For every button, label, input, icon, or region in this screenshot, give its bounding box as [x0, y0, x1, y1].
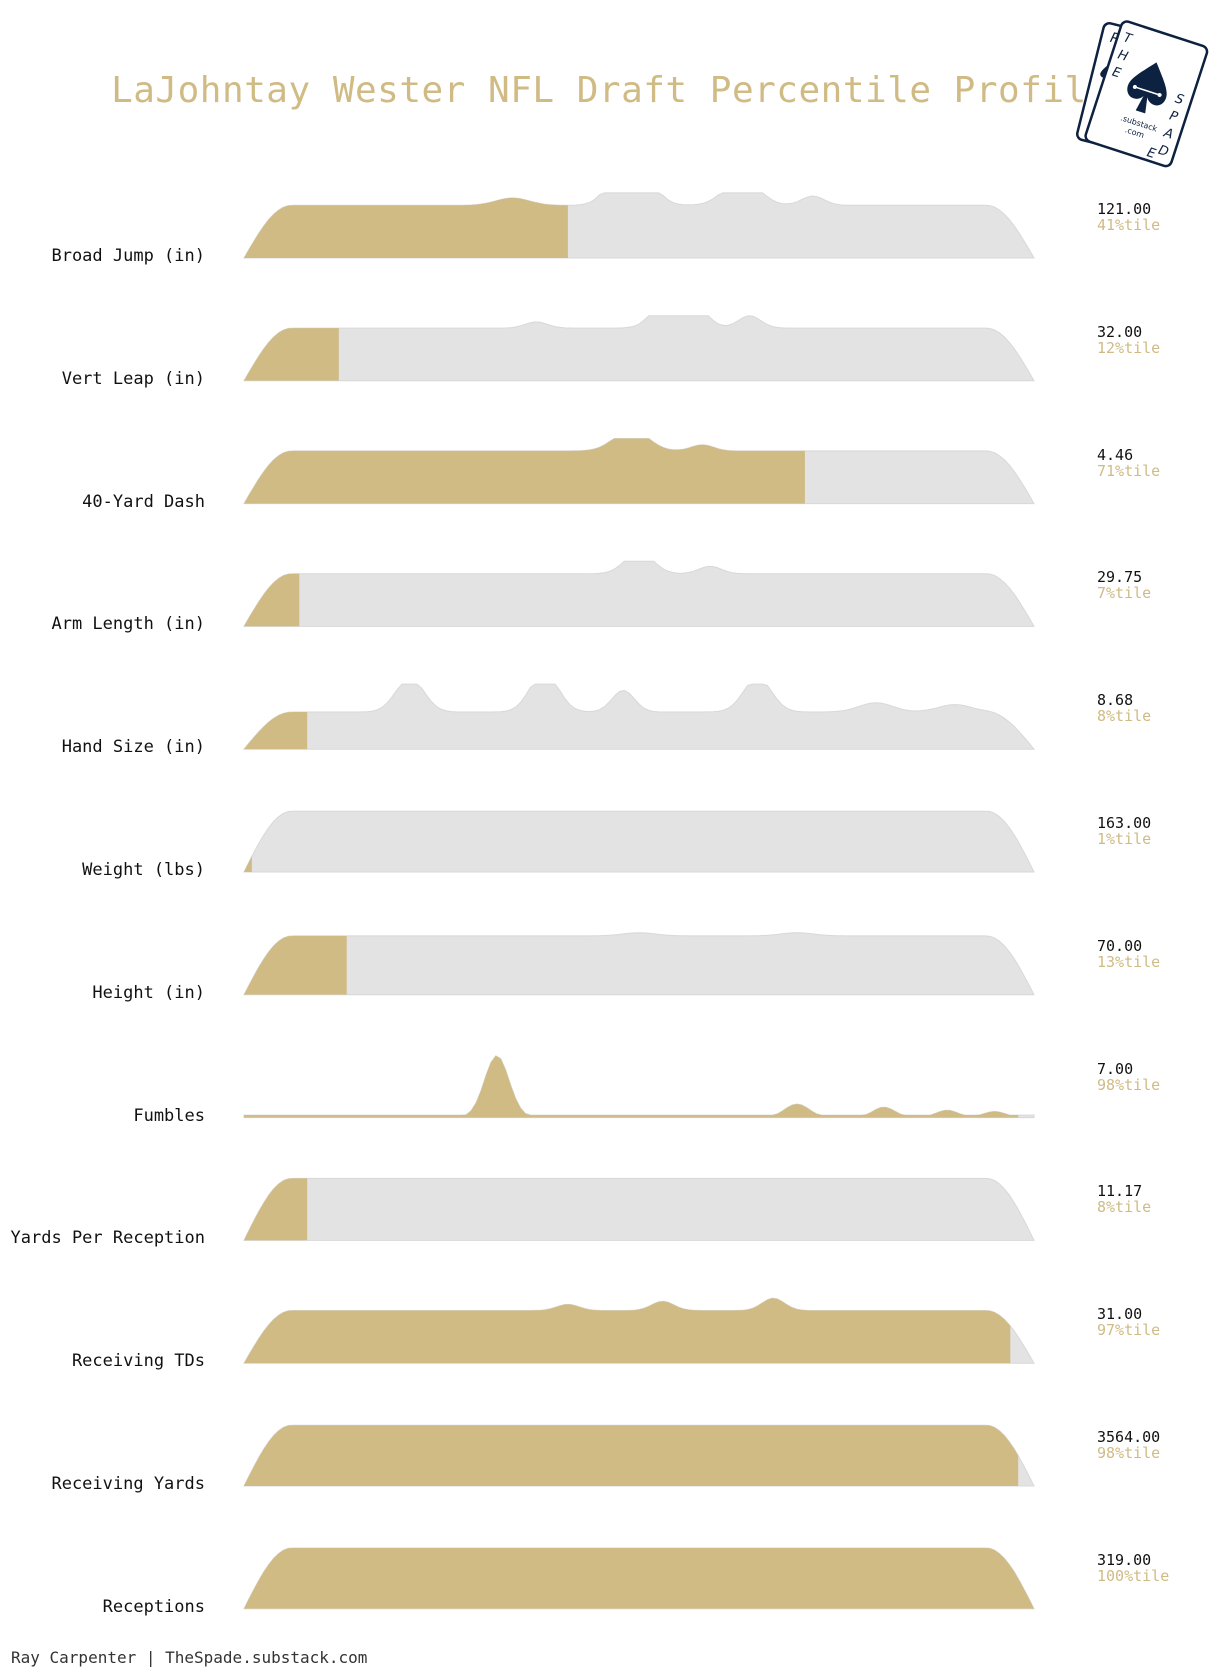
- row-percentile: 98%tile: [1097, 1075, 1161, 1094]
- percentile-highlight: [244, 328, 339, 381]
- row-label: Fumbles: [133, 1105, 205, 1126]
- percentile-highlight: [244, 438, 805, 504]
- percentile-highlight: [244, 1548, 1034, 1609]
- ridge-row: [243, 315, 1035, 382]
- row-value: 32.00: [1097, 322, 1143, 341]
- density-background: [243, 810, 1035, 873]
- percentile-highlight: [244, 1178, 308, 1241]
- row-percentile: 8%tile: [1097, 707, 1152, 726]
- row-percentile: 7%tile: [1097, 584, 1152, 603]
- row-percentile: 98%tile: [1097, 1444, 1161, 1462]
- row-value: 29.75: [1097, 568, 1143, 587]
- row-label: Hand Size (in): [61, 737, 205, 758]
- row-percentile: 13%tile: [1097, 952, 1161, 971]
- density-background: [243, 1177, 1035, 1241]
- row-value: 70.00: [1097, 936, 1143, 955]
- ridge-row: [243, 1424, 1035, 1487]
- ridge-row: [243, 560, 1035, 627]
- ridge-row: [243, 1177, 1035, 1241]
- svg-text:D: D: [1156, 143, 1170, 160]
- ridge-row: [243, 1055, 1035, 1119]
- density-background: [243, 1055, 1035, 1119]
- density-background: [243, 560, 1035, 627]
- percentile-highlight: [244, 573, 300, 627]
- row-value: 4.46: [1097, 445, 1134, 464]
- percentile-highlight: [244, 1298, 1011, 1364]
- chart-title: LaJohntay Wester NFL Draft Percentile Pr…: [111, 70, 1109, 111]
- row-label: Yards Per Reception: [10, 1228, 205, 1249]
- row-value: 7.00: [1097, 1059, 1134, 1078]
- ridge-row: [243, 932, 1035, 996]
- ridge-row: [243, 1547, 1035, 1610]
- ridge-row: [242, 683, 1036, 750]
- row-value: 8.68: [1097, 691, 1134, 710]
- row-value: 11.17: [1097, 1182, 1143, 1201]
- row-label: Receiving TDs: [71, 1351, 205, 1372]
- percentile-highlight: [244, 1425, 1019, 1486]
- row-label: Receptions: [102, 1596, 205, 1617]
- row-value: 121.00: [1097, 200, 1152, 218]
- footer-credit: Ray Carpenter | TheSpade.substack.com: [11, 1648, 368, 1667]
- row-label: Vert Leap (in): [61, 368, 205, 389]
- row-label: Weight (lbs): [82, 860, 205, 880]
- row-percentile: 100%tile: [1097, 1566, 1170, 1585]
- ridge-row: [243, 810, 1035, 873]
- percentile-highlight: [244, 197, 568, 258]
- row-label: Receiving Yards: [51, 1474, 205, 1494]
- row-value: 319.00: [1097, 1550, 1152, 1569]
- row-percentile: 1%tile: [1097, 830, 1152, 848]
- row-label: Arm Length (in): [51, 614, 205, 635]
- row-label: Broad Jump (in): [51, 246, 205, 266]
- row-percentile: 8%tile: [1097, 1198, 1152, 1217]
- row-value: 163.00: [1097, 814, 1152, 832]
- svg-text:A: A: [1161, 125, 1175, 142]
- row-percentile: 41%tile: [1097, 216, 1161, 234]
- row-percentile: 12%tile: [1097, 338, 1161, 357]
- ridge-row: [243, 1297, 1035, 1364]
- percentile-highlight: [244, 935, 347, 995]
- the-spade-logo-icon: RC T H E S P A D E .substack .com: [1075, 20, 1209, 168]
- density-background: [243, 315, 1035, 382]
- density-background: [242, 683, 1036, 750]
- row-percentile: 71%tile: [1097, 461, 1161, 480]
- percentile-highlight: [244, 712, 308, 750]
- row-value: 3564.00: [1097, 1428, 1161, 1446]
- row-label: 40-Yard Dash: [82, 491, 205, 512]
- ridge-row: [243, 192, 1035, 259]
- row-percentile: 97%tile: [1097, 1321, 1161, 1340]
- row-value: 31.00: [1097, 1305, 1143, 1324]
- density-background: [243, 932, 1035, 996]
- percentile-highlight: [244, 856, 252, 872]
- svg-text:H: H: [1116, 48, 1130, 65]
- ridge-row: [243, 438, 1035, 505]
- percentile-highlight: [244, 1055, 1019, 1118]
- row-label: Height (in): [92, 982, 205, 1003]
